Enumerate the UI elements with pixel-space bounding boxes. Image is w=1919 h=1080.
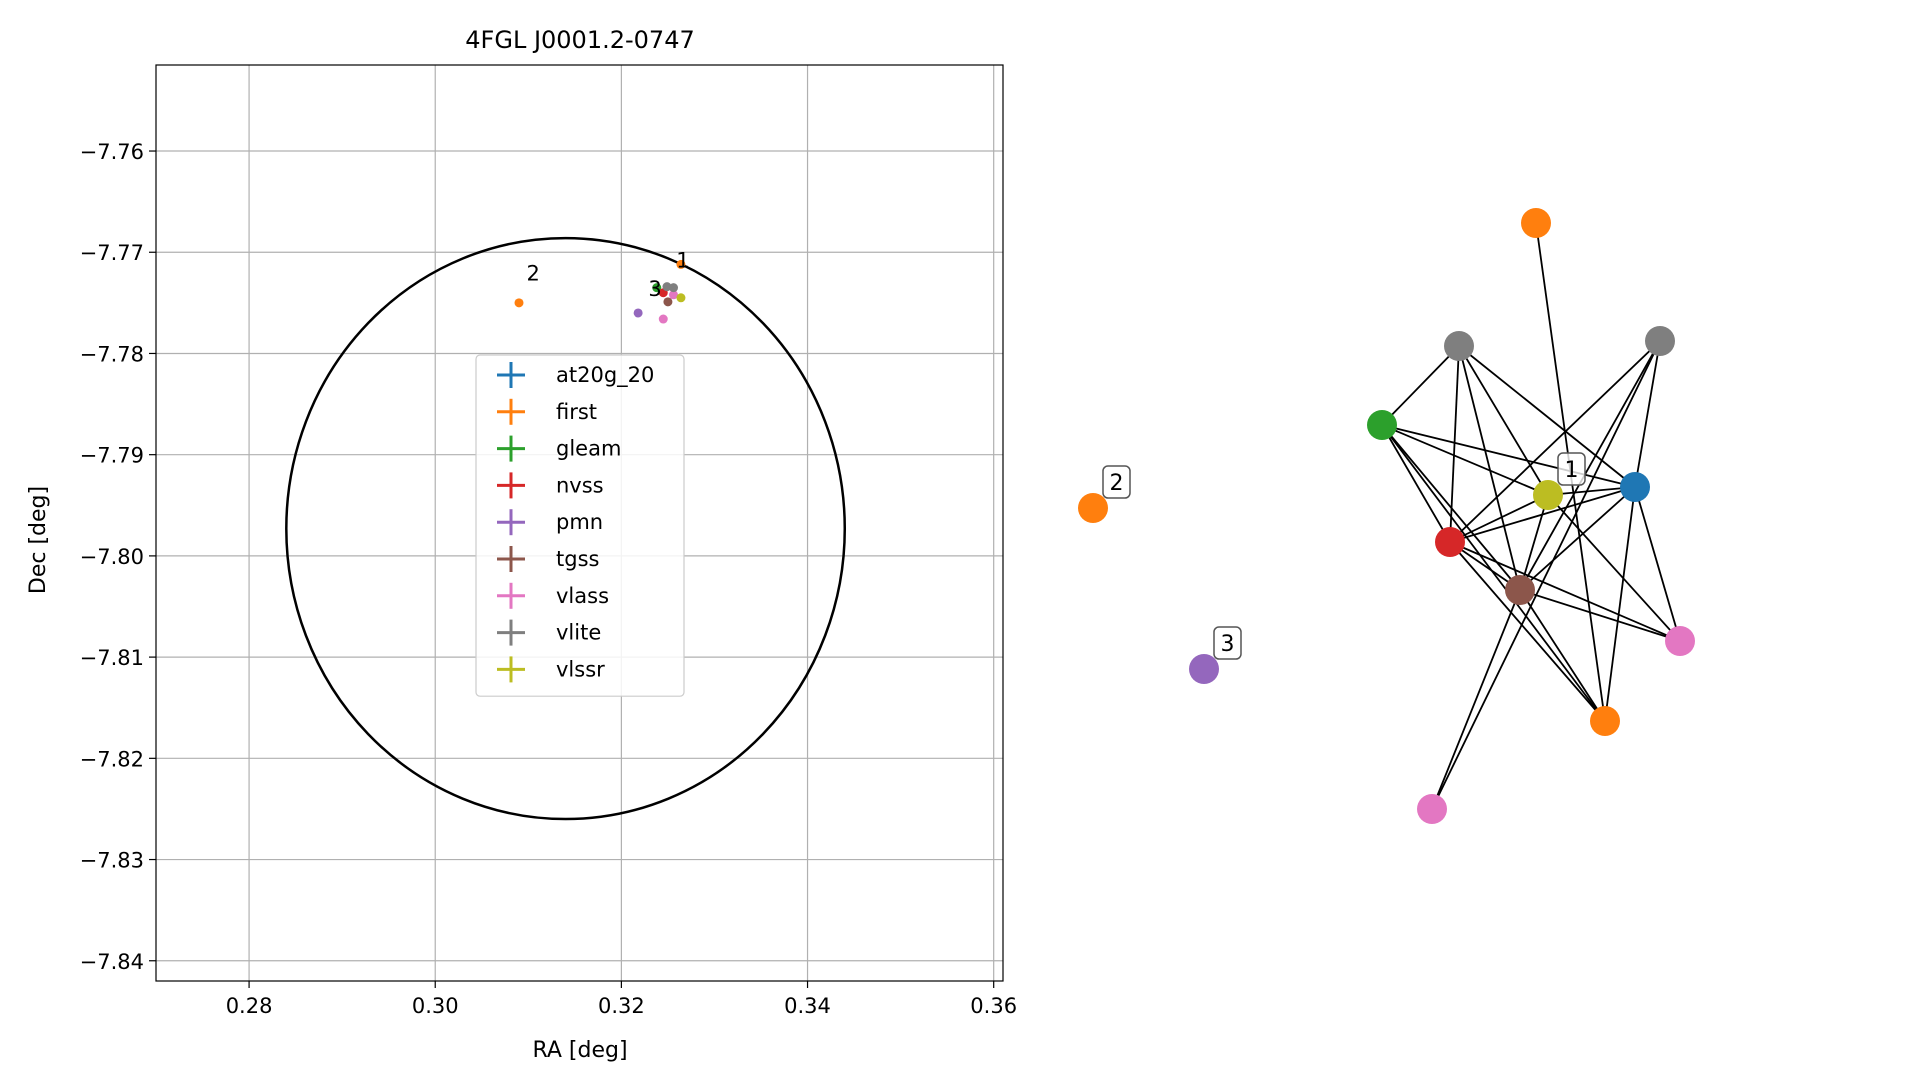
data-point-first <box>514 298 524 308</box>
graph-node-vlite_right <box>1645 326 1675 356</box>
graph-edge <box>1431 340 1661 810</box>
graph-label-text: 2 <box>1110 471 1124 496</box>
graph-edge <box>1519 486 1636 591</box>
y-tick-label: −7.83 <box>80 849 144 873</box>
graph-edge <box>1449 340 1661 543</box>
graph-node-vlssr <box>1533 480 1563 510</box>
axis-ticks: 0.28 0.30 0.32 0.34 0.36 −7.76 −7.77 −7.78 −7.79… <box>80 140 1017 1018</box>
data-point-vlssr <box>676 293 686 303</box>
x-tick-label: 0.30 <box>412 994 459 1018</box>
y-axis-label: Dec [deg] <box>26 486 51 594</box>
x-tick-label: 0.36 <box>970 994 1017 1018</box>
data-point-vlass <box>658 314 668 324</box>
data-point-pmn <box>633 308 643 318</box>
graph-edge <box>1381 345 1460 426</box>
graph-node-pmn_iso <box>1189 654 1219 684</box>
data-point-tgss <box>663 297 673 307</box>
annotation-label: 1 <box>676 248 689 272</box>
graph-label-box <box>1557 452 1586 486</box>
graph-edge <box>1519 589 1606 722</box>
data-point-first <box>676 259 686 269</box>
data-points <box>514 259 686 324</box>
graph-edge <box>1449 541 1606 722</box>
graph-node-vlass_right <box>1665 626 1695 656</box>
y-tick-label: −7.84 <box>80 950 144 974</box>
graph-edge <box>1634 340 1661 488</box>
graph-node-tgss <box>1505 575 1535 605</box>
graph-label-box <box>1102 465 1131 499</box>
graph-node-first_bot <box>1590 706 1620 736</box>
source-annotations: 1 2 3 <box>526 248 689 300</box>
y-tick-label: −7.80 <box>80 545 144 569</box>
graph-edge <box>1604 486 1636 722</box>
graph-edge <box>1519 340 1661 591</box>
graph-edges <box>1381 222 1681 810</box>
data-point-gleam <box>652 283 662 293</box>
graph-edge <box>1431 589 1521 810</box>
graph-node-nvss <box>1435 527 1465 557</box>
grid <box>156 65 1003 981</box>
annotation-label: 3 <box>648 277 661 301</box>
y-tick-label: −7.82 <box>80 747 144 771</box>
graph-label-box <box>1213 626 1242 660</box>
legend-label-at20g_20: at20g_20 <box>556 363 654 388</box>
graph-edge <box>1381 424 1636 488</box>
network-graph: 1 2 3 <box>1078 208 1695 824</box>
y-tick-label: −7.77 <box>80 241 144 265</box>
x-tick-label: 0.28 <box>226 994 273 1018</box>
axes-frame <box>155 64 1004 982</box>
legend-label-first: first <box>556 400 597 424</box>
confidence-ellipse <box>285 236 847 821</box>
x-tick-label: 0.34 <box>784 994 831 1018</box>
graph-node-gleam <box>1367 410 1397 440</box>
graph-label-text: 3 <box>1221 632 1235 657</box>
graph-edge <box>1449 486 1636 543</box>
legend-label-gleam: gleam <box>556 437 621 461</box>
y-tick-label: −7.78 <box>80 342 144 366</box>
graph-edge <box>1519 589 1681 642</box>
graph-edge <box>1381 424 1549 496</box>
chart-title: 4FGL J0001.2-0747 <box>465 26 694 54</box>
graph-nodes <box>1078 208 1695 824</box>
graph-node-labels: 1 2 3 <box>1102 452 1586 660</box>
data-point-vlass <box>669 290 679 300</box>
graph-node-at20g <box>1620 472 1650 502</box>
graph-node-vlass_bot <box>1417 794 1447 824</box>
legend-label-pmn: pmn <box>556 510 603 534</box>
graph-node-vlite_left <box>1444 331 1474 361</box>
graph-node-first_top <box>1521 208 1551 238</box>
graph-edge <box>1458 345 1521 591</box>
legend-box <box>475 354 685 697</box>
annotation-label: 2 <box>526 262 539 286</box>
legend-label-vlite: vlite <box>556 621 601 645</box>
legend-label-vlass: vlass <box>556 584 609 608</box>
graph-edge <box>1449 494 1549 543</box>
legend-label-vlssr: vlssr <box>556 657 605 681</box>
graph-edge <box>1458 345 1636 488</box>
graph-edge <box>1449 541 1681 642</box>
y-tick-label: −7.76 <box>80 140 144 164</box>
scatter-chart: 1 2 3 0.28 0.30 0.32 0.34 0.36 −7.76 −7.77 −7.78 −… <box>26 26 1017 1063</box>
x-tick-label: 0.32 <box>598 994 645 1018</box>
graph-edge <box>1381 424 1606 722</box>
graph-label-text: 1 <box>1565 458 1579 483</box>
graph-edge <box>1458 345 1549 496</box>
legend-label-tgss: tgss <box>556 547 599 571</box>
graph-edge <box>1634 486 1681 642</box>
x-axis-label: RA [deg] <box>532 1038 627 1063</box>
y-tick-label: −7.79 <box>80 444 144 468</box>
graph-edge <box>1381 424 1451 543</box>
graph-node-first_iso <box>1078 493 1108 523</box>
graph-edge <box>1547 494 1681 642</box>
y-tick-label: −7.81 <box>80 646 144 670</box>
data-point-vlite <box>669 283 679 293</box>
legend-label-nvss: nvss <box>556 473 604 497</box>
